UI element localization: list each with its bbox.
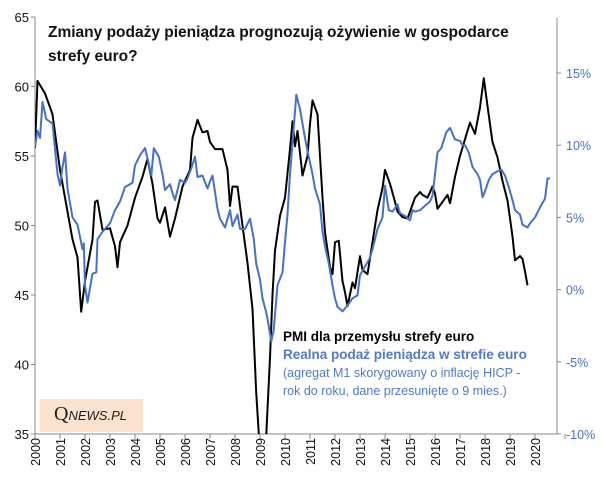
logo-suffix: .PL (107, 408, 127, 423)
left-tick-label: 55 (15, 149, 29, 164)
legend-pmi: PMI dla przemysłu strefy euro (283, 329, 475, 344)
x-tick-label: 2014 (379, 438, 393, 466)
legend-money-supply: Realna podaż pieniądza w strefie euro (283, 347, 527, 362)
pmi-line (35, 77, 529, 434)
x-tick-label: 2001 (54, 438, 68, 466)
left-tick-label: 35 (15, 427, 29, 442)
left-tick-label: 50 (15, 219, 29, 234)
x-tick-label: 2013 (354, 438, 368, 466)
x-tick-label: 2016 (429, 438, 443, 466)
legend: PMI dla przemysłu strefy euro Realna pod… (283, 328, 551, 400)
chart-title: Zmiany podaży pieniądza prognozują ożywi… (48, 24, 509, 65)
legend-note-line1: (agregat M1 skorygowany o inflację HICP … (283, 366, 521, 380)
x-tick-label: 2019 (504, 438, 518, 466)
money-supply-line (35, 93, 550, 343)
qnews-logo: QNEWS.PL (40, 399, 143, 432)
axes: 35 40 45 50 55 60 65 -10% -5% 0% 5% 10% 15% 2000 2001 2… (15, 10, 596, 466)
x-tick-label: 2020 (529, 438, 543, 466)
right-tick-label: -5% (566, 356, 588, 370)
x-tick-label: 2005 (154, 438, 168, 466)
left-tick-label: 60 (15, 80, 29, 95)
x-tick-label: 2011 (304, 438, 318, 465)
right-tick-label: 10% (566, 139, 591, 153)
x-tick-label: 2000 (29, 438, 43, 466)
x-tick-label: 2003 (104, 438, 118, 466)
legend-note-line2: rok do roku, dane przesunięte o 9 mies.) (283, 384, 507, 398)
right-tick-label: 0% (566, 284, 584, 298)
x-tick-label: 2009 (254, 438, 268, 466)
x-tick-label: 2002 (79, 438, 93, 466)
left-tick-label: 65 (15, 10, 29, 25)
series-lines (35, 77, 550, 434)
x-tick-label: 2006 (179, 438, 193, 466)
x-tick-label: 2012 (329, 438, 343, 466)
logo-news: NEWS (68, 408, 108, 423)
x-tick-label: 2018 (479, 438, 493, 466)
right-tick-label: -10% (566, 428, 595, 442)
x-tick-label: 2004 (129, 438, 143, 466)
logo-text: QNEWS.PL (54, 403, 127, 426)
x-tick-label: 2010 (279, 438, 293, 466)
x-tick-label: 2008 (229, 438, 243, 466)
x-tick-label: 2015 (404, 438, 418, 466)
left-tick-label: 40 (15, 358, 29, 373)
x-tick-label: 2017 (454, 438, 468, 466)
left-tick-label: 45 (15, 288, 29, 303)
right-tick-label: 5% (566, 211, 584, 225)
right-tick-label: 15% (566, 67, 591, 81)
logo-q: Q (54, 403, 69, 425)
x-tick-label: 2007 (204, 438, 218, 466)
